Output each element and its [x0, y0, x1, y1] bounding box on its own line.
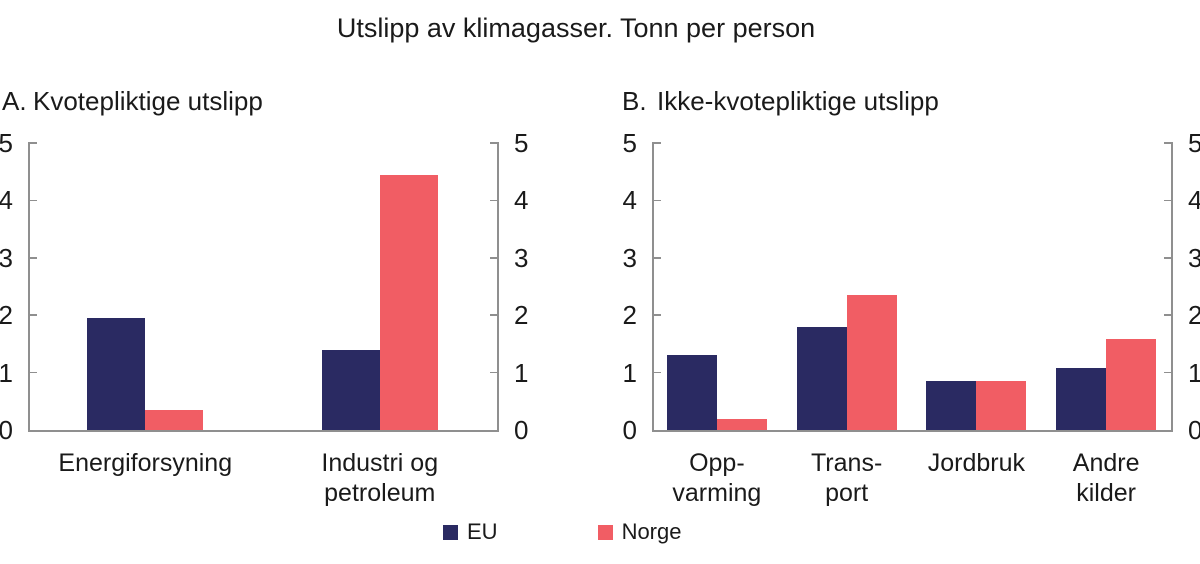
y-tick-label-right: 0	[1188, 415, 1200, 445]
y-tick-label-left: 3	[622, 242, 637, 273]
x-axis-spine	[652, 430, 1173, 432]
y-tick-label-left: 5	[622, 128, 637, 158]
y-tick-mark-right	[1163, 142, 1173, 144]
y-tick-mark-left	[28, 371, 37, 374]
y-tick-label-left: 5	[0, 128, 13, 158]
category-label-line: Trans-	[810, 449, 883, 477]
y-tick-mark-left	[28, 142, 37, 144]
y-tick-mark-right	[489, 314, 499, 316]
panel-a-letter: A.	[2, 86, 27, 116]
panel-b-title-text: Ikke-kvotepliktige utslipp	[657, 86, 939, 116]
category-label-line: kilder	[1076, 479, 1136, 507]
y-axis-left-spine	[28, 143, 30, 430]
y-tick-mark-left	[652, 142, 661, 144]
y-tick-mark-left	[28, 257, 37, 259]
y-axis-right-spine	[497, 143, 499, 430]
legend-label-eu: EU	[467, 519, 498, 544]
bar-andre-kilder-eu	[1056, 368, 1107, 430]
y-tick-label-left: 3	[0, 242, 13, 273]
y-axis-right-spine	[1171, 143, 1173, 430]
bar-jordbruk-eu	[926, 381, 977, 430]
legend: EU Norge	[443, 519, 681, 545]
panel-b-title: B. Ikke-kvotepliktige utslipp	[622, 86, 939, 116]
y-tick-mark-right	[1163, 199, 1173, 202]
bar-energiforsyning-norge	[145, 409, 204, 430]
y-tick-mark-left	[652, 314, 661, 316]
y-tick-mark-left	[652, 199, 661, 202]
y-tick-label-left: 4	[0, 185, 13, 216]
category-label-line: port	[825, 479, 869, 507]
y-tick-mark-left	[652, 371, 661, 374]
category-label-industri-og-petroleum: Industri og petroleum	[285, 448, 475, 508]
y-tick-label-right: 4	[514, 185, 529, 216]
y-tick-label-left: 2	[622, 300, 637, 331]
y-tick-mark-right	[1163, 257, 1173, 259]
y-tick-mark-left	[28, 199, 37, 202]
y-tick-mark-right	[489, 142, 499, 144]
category-label-line: Jordbruk	[927, 449, 1025, 477]
y-tick-label-right: 3	[1188, 242, 1200, 273]
x-axis-spine	[28, 430, 499, 432]
category-label-line: Industri og	[321, 449, 439, 477]
y-tick-mark-right	[1163, 371, 1173, 374]
y-tick-mark-right	[489, 257, 499, 259]
y-tick-mark-right	[489, 199, 499, 202]
legend-label-norge: Norge	[621, 519, 682, 544]
y-tick-mark-right	[1163, 314, 1173, 316]
page-title: Utslipp av klimagasser. Tonn per person	[336, 13, 816, 43]
y-tick-label-right: 1	[1188, 357, 1200, 388]
y-tick-label-right: 5	[1188, 128, 1200, 158]
category-label-line: Energiforsyning	[58, 449, 233, 477]
category-label-energiforsyning: Energiforsyning	[50, 448, 240, 478]
legend-item-eu: EU	[443, 519, 498, 545]
y-tick-label-right: 2	[1188, 300, 1200, 331]
y-tick-label-right: 2	[514, 300, 529, 331]
y-tick-label-right: 0	[514, 415, 529, 445]
y-tick-mark-left	[652, 257, 661, 259]
bar-jordbruk-norge	[976, 381, 1027, 430]
y-tick-label-left: 1	[622, 357, 637, 388]
category-label-line: Andre	[1072, 449, 1140, 477]
panel-a-title: A. Kvotepliktige utslipp	[2, 86, 263, 116]
category-label-line: petroleum	[324, 479, 436, 507]
y-tick-label-left: 0	[0, 415, 13, 445]
category-label-oppvarming: Opp-varming	[622, 448, 812, 508]
bar-andre-kilder-norge	[1106, 339, 1157, 430]
category-label-transport: Trans-port	[752, 448, 942, 508]
category-label-jordbruk: Jordbruk	[881, 448, 1071, 478]
legend-item-norge: Norge	[597, 519, 682, 545]
legend-swatch-norge	[597, 524, 613, 540]
panel-b-letter: B.	[622, 86, 647, 116]
y-tick-label-right: 1	[514, 357, 529, 388]
bar-transport-norge	[846, 295, 897, 430]
bar-energiforsyning-eu	[87, 318, 146, 430]
bar-oppvarming-eu	[666, 355, 717, 430]
y-tick-label-left: 4	[622, 185, 637, 216]
y-tick-label-right: 3	[514, 242, 529, 273]
y-tick-label-left: 0	[622, 415, 637, 445]
y-tick-label-right: 4	[1188, 185, 1200, 216]
bar-transport-eu	[796, 326, 847, 430]
bar-industri-og-petroleum-norge	[379, 174, 438, 430]
y-tick-mark-left	[28, 314, 37, 316]
y-tick-mark-right	[489, 371, 499, 374]
y-axis-left-spine	[652, 143, 654, 430]
y-tick-label-right: 5	[514, 128, 529, 158]
category-label-line: varming	[672, 479, 762, 507]
category-label-line: Opp-	[689, 449, 745, 477]
y-tick-label-left: 1	[0, 357, 13, 388]
panel-a-title-text: Kvotepliktige utslipp	[33, 86, 263, 116]
legend-swatch-eu	[443, 524, 458, 540]
category-label-andre-kilder: Andre kilder	[1011, 448, 1200, 508]
y-tick-label-left: 2	[0, 300, 13, 331]
bar-industri-og-petroleum-eu	[321, 349, 380, 430]
bar-oppvarming-norge	[716, 418, 767, 430]
